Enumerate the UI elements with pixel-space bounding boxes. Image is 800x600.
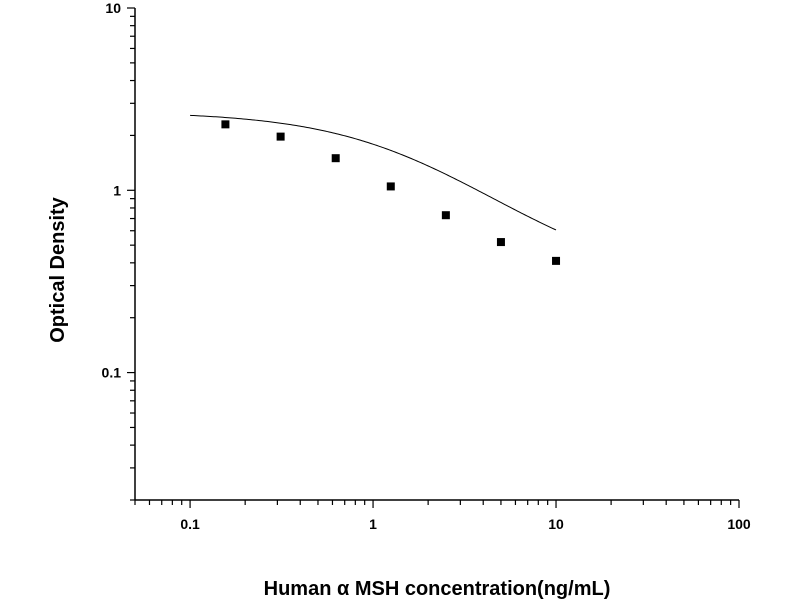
- data-point: [441, 211, 450, 220]
- data-point: [552, 256, 561, 265]
- data-point: [276, 132, 285, 141]
- y-axis-title: Optical Density: [47, 196, 69, 342]
- axes: [134, 8, 739, 501]
- y-tick-label: 10: [105, 0, 121, 16]
- data-points: [221, 120, 561, 265]
- x-axis-title: Human α MSH concentration(ng/mL): [264, 578, 611, 600]
- x-tick-label: 1: [369, 516, 377, 532]
- data-point: [386, 182, 395, 191]
- x-tick-label: 0.1: [180, 516, 200, 532]
- y-ticks: 0.1 1 10: [102, 0, 135, 501]
- y-tick-label: 0.1: [102, 365, 122, 381]
- y-tick-label: 1: [113, 182, 121, 198]
- x-tick-label: 10: [548, 516, 564, 532]
- data-point: [496, 238, 505, 247]
- x-ticks: 0.1 1 10 100: [134, 500, 751, 532]
- x-tick-label: 100: [727, 516, 751, 532]
- data-point: [221, 120, 230, 129]
- data-point: [331, 154, 340, 163]
- fit-curve: [190, 114, 557, 231]
